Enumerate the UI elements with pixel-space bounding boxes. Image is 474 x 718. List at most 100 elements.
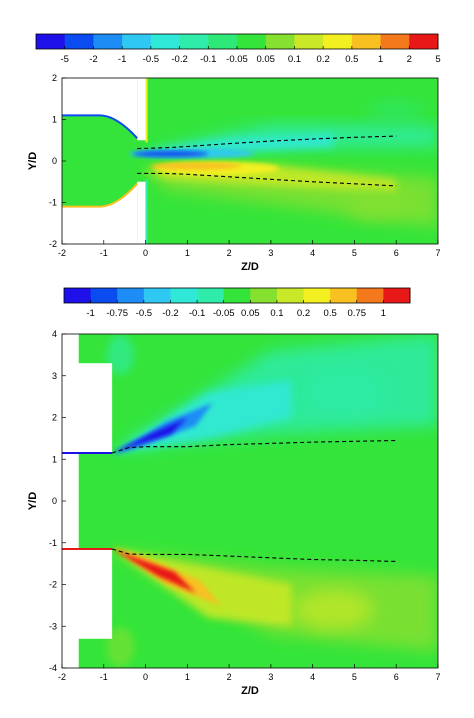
- y-tick-label: 4: [52, 329, 57, 339]
- colorbar-swatch: [179, 34, 209, 49]
- colorbar-swatch: [351, 34, 382, 49]
- y-tick-label: -2: [49, 580, 57, 590]
- lower-lip: [62, 183, 138, 208]
- y-axis-label: Y/D: [27, 152, 39, 170]
- x-tick-label: 3: [268, 248, 273, 258]
- colorbar-swatch: [36, 34, 66, 49]
- y-tick-label: -3: [49, 621, 57, 631]
- trajectory-line: [111, 548, 397, 563]
- plate-upper: [137, 78, 146, 141]
- colorbar-label: 0.2: [317, 54, 330, 65]
- contour-field: [62, 78, 438, 244]
- x-tick-label: 5: [352, 672, 357, 682]
- colorbar-swatch: [170, 288, 198, 303]
- colorbar-swatch: [64, 288, 92, 303]
- negative-peak: [112, 417, 188, 453]
- x-tick-label: 7: [435, 672, 440, 682]
- colorbar-label: -0.2: [162, 308, 178, 319]
- upper-lip: [62, 114, 138, 139]
- colorbar-label: -0.2: [171, 54, 187, 65]
- colorbar-swatch: [294, 34, 324, 49]
- positive-patch-near-wall: [106, 627, 135, 668]
- colorbar-swatch: [323, 34, 353, 49]
- colorbar-label: 0.2: [297, 308, 310, 319]
- colorbar-label: 1: [378, 54, 383, 65]
- positive-patch: [345, 192, 406, 221]
- contour-field: [62, 334, 438, 668]
- colorbar-swatch: [117, 288, 145, 303]
- x-tick-label: -1: [100, 672, 108, 682]
- colorbar-label: 0.05: [241, 308, 260, 319]
- x-tick-label: 6: [394, 248, 399, 258]
- colorbar-swatch: [208, 34, 238, 49]
- colorbar-label: -5: [60, 54, 68, 65]
- trajectory-line: [137, 135, 397, 150]
- colorbar-swatch: [93, 34, 123, 49]
- colorbar-swatch: [356, 288, 384, 303]
- colorbar-swatch: [276, 288, 305, 303]
- x-tick-label: 4: [310, 248, 315, 258]
- colorbar-swatch: [409, 34, 439, 49]
- negative-patch: [306, 370, 387, 415]
- top-contour-panel: -5 -2 -1 -0.5 -0.2 -0.1 -0.05 0.05 0.1 0.2 0.5 1 2 5 -…: [27, 33, 441, 273]
- colorbar-label: -1: [118, 54, 126, 65]
- x-axis-label: Z/D: [241, 261, 259, 273]
- y-tick-label: 1: [52, 115, 57, 125]
- y-axis-label: Y/D: [27, 492, 39, 510]
- colorbar-frame: [63, 287, 411, 304]
- colorbar-swatch: [143, 288, 171, 303]
- x-tick-label: 4: [310, 672, 315, 682]
- colorbar-label: 0.1: [270, 308, 283, 319]
- trajectory-line: [111, 439, 397, 454]
- colorbar-label: -0.1: [200, 54, 216, 65]
- colorbar-label: -2: [89, 54, 97, 65]
- colorbar-swatch: [197, 288, 225, 303]
- x-tick-label: 6: [394, 672, 399, 682]
- y-tick-label: -1: [49, 538, 57, 548]
- colorbar-label: 0.5: [324, 308, 337, 319]
- x-tick-label: -2: [58, 248, 66, 258]
- x-tick-label: 0: [143, 248, 148, 258]
- colorbar-label: -0.5: [136, 308, 152, 319]
- colorbar-label: 0.1: [288, 54, 301, 65]
- colorbar-label: -0.05: [226, 54, 248, 65]
- colorbar-label: 2: [407, 54, 412, 65]
- x-tick-label: 0: [143, 672, 148, 682]
- y-tick-label: -4: [49, 663, 57, 673]
- plate-lower: [137, 181, 146, 244]
- colorbar-swatch: [122, 34, 152, 49]
- upper-wall: [62, 78, 138, 139]
- colorbar-swatch: [223, 288, 251, 303]
- x-tick-label: 1: [185, 672, 190, 682]
- colorbar-label: 1: [381, 308, 386, 319]
- colorbar-swatch: [237, 34, 267, 49]
- colorbar-swatch: [64, 34, 94, 49]
- colorbar-swatch: [303, 288, 331, 303]
- left-margin-wall: [62, 334, 79, 668]
- colorbar-label: 0.5: [345, 54, 358, 65]
- colorbar-swatch: [265, 34, 295, 49]
- colorbar-label: 5: [435, 54, 440, 65]
- colorbar-swatch: [330, 288, 358, 303]
- colorbar-swatch: [150, 34, 181, 49]
- colorbar-label: -0.05: [213, 308, 235, 319]
- x-tick-label: -1: [100, 248, 108, 258]
- colorbar-label: 0.05: [256, 54, 275, 65]
- colorbar-label: -0.5: [143, 54, 159, 65]
- y-tick-label: 2: [52, 73, 57, 83]
- colorbar-label: 0.75: [348, 308, 367, 319]
- colorbar-swatch: [250, 288, 278, 303]
- x-tick-label: 5: [352, 248, 357, 258]
- colorbar-swatch: [383, 288, 411, 303]
- trajectory-line: [137, 172, 397, 187]
- y-tick-label: 2: [52, 413, 57, 423]
- negative-patch: [368, 101, 425, 122]
- lower-wall: [62, 183, 138, 244]
- x-tick-label: 1: [185, 248, 190, 258]
- bottom-contour-panel: -1 -0.75 -0.5 -0.2 -0.1 -0.05 0.05 0.1 0.2 0.5 0.7…: [27, 287, 441, 697]
- y-tick-label: -1: [49, 198, 57, 208]
- x-tick-label: 2: [227, 248, 232, 258]
- positive-peak: [112, 549, 196, 593]
- x-tick-label: -2: [58, 672, 66, 682]
